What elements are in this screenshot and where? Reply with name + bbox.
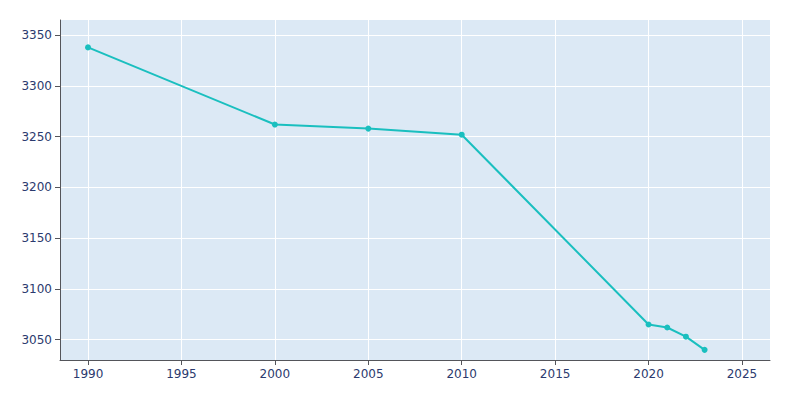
svg-text:3300: 3300 (21, 79, 52, 93)
svg-text:3100: 3100 (21, 282, 52, 296)
svg-text:2000: 2000 (260, 367, 291, 381)
svg-text:3050: 3050 (21, 333, 52, 347)
svg-text:3350: 3350 (21, 28, 52, 42)
svg-text:2020: 2020 (633, 367, 664, 381)
svg-text:2005: 2005 (353, 367, 384, 381)
svg-text:2025: 2025 (727, 367, 758, 381)
svg-text:2010: 2010 (446, 367, 477, 381)
svg-text:2015: 2015 (540, 367, 571, 381)
svg-text:3200: 3200 (21, 180, 52, 194)
svg-text:3150: 3150 (21, 231, 52, 245)
svg-text:1995: 1995 (166, 367, 197, 381)
svg-text:3250: 3250 (21, 130, 52, 144)
svg-text:1990: 1990 (73, 367, 104, 381)
